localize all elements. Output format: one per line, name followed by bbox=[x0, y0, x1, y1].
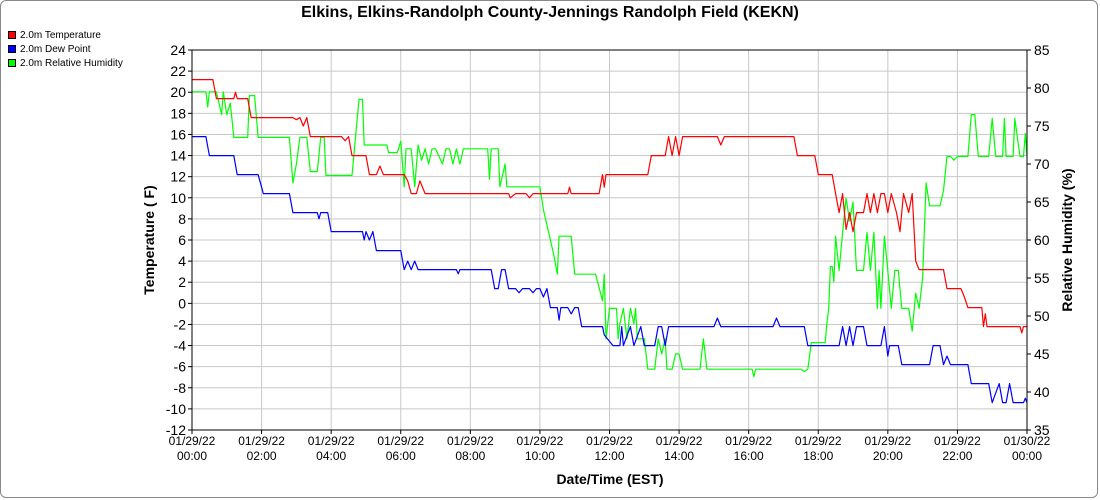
y-tick-label-left: 24 bbox=[170, 42, 186, 58]
y-tick-label-right: 50 bbox=[1034, 308, 1050, 324]
x-tick-label-time: 18:00 bbox=[803, 449, 833, 463]
x-tick-label-time: 12:00 bbox=[594, 449, 624, 463]
x-tick-label-date: 01/29/22 bbox=[795, 434, 842, 448]
x-tick-label-date: 01/30/22 bbox=[1004, 434, 1051, 448]
legend-item-humidity: 2.0m Relative Humidity bbox=[8, 56, 123, 70]
x-tick-label-time: 00:00 bbox=[1012, 449, 1042, 463]
y-tick-label-left: 6 bbox=[178, 232, 186, 248]
y-tick-label-right: 35 bbox=[1034, 422, 1050, 438]
humidity-line bbox=[192, 91, 1028, 378]
x-tick-label-date: 01/29/22 bbox=[864, 434, 911, 448]
y-tick-label-left: 16 bbox=[170, 126, 186, 142]
y-tick-label-right: 40 bbox=[1034, 384, 1050, 400]
y-tick-label-right: 80 bbox=[1034, 80, 1050, 96]
x-tick-label-date: 01/29/22 bbox=[725, 434, 772, 448]
y-tick-label-right: 55 bbox=[1034, 270, 1050, 286]
y-axis-label-right: Relative Humidity (%) bbox=[1059, 168, 1075, 311]
x-axis-label: Date/Time (EST) bbox=[556, 471, 663, 487]
x-tick-label-date: 01/29/22 bbox=[238, 434, 285, 448]
y-tick-label-right: 75 bbox=[1034, 118, 1050, 134]
y-tick-label-left: -6 bbox=[174, 359, 187, 375]
dew-point-line bbox=[192, 136, 1028, 404]
x-tick-label-date: 01/29/22 bbox=[517, 434, 564, 448]
x-tick-label-time: 20:00 bbox=[873, 449, 903, 463]
y-tick-label-right: 45 bbox=[1034, 346, 1050, 362]
series-layer bbox=[192, 78, 1028, 404]
y-tick-label-left: -10 bbox=[166, 401, 186, 417]
legend-label-temperature: 2.0m Temperature bbox=[20, 29, 101, 41]
y-tick-label-left: -2 bbox=[174, 316, 187, 332]
legend-swatch-temperature bbox=[8, 31, 16, 39]
x-tick-label-date: 01/29/22 bbox=[586, 434, 633, 448]
x-tick-label-date: 01/29/22 bbox=[169, 434, 216, 448]
y-tick-label-left: 2 bbox=[178, 274, 186, 290]
x-tick-label-time: 04:00 bbox=[316, 449, 346, 463]
legend-swatch-dew-point bbox=[8, 45, 16, 53]
y-tick-label-left: 14 bbox=[170, 148, 186, 164]
x-tick-label-date: 01/29/22 bbox=[447, 434, 494, 448]
x-tick-label-date: 01/29/22 bbox=[934, 434, 981, 448]
legend-label-humidity: 2.0m Relative Humidity bbox=[20, 57, 123, 69]
y-tick-label-left: 0 bbox=[178, 295, 186, 311]
x-tick-label-date: 01/29/22 bbox=[377, 434, 424, 448]
legend-label-dew-point: 2.0m Dew Point bbox=[20, 43, 91, 55]
x-tick-label-time: 00:00 bbox=[177, 449, 207, 463]
temperature-line bbox=[192, 78, 1027, 334]
x-tick-label-time: 22:00 bbox=[942, 449, 972, 463]
grid bbox=[191, 49, 1028, 431]
y-tick-label-left: -8 bbox=[174, 380, 187, 396]
x-tick-label-date: 01/29/22 bbox=[308, 434, 355, 448]
legend-item-temperature: 2.0m Temperature bbox=[8, 28, 123, 42]
y-tick-label-right: 65 bbox=[1034, 194, 1050, 210]
y-tick-label-left: 4 bbox=[178, 253, 186, 269]
y-tick-label-left: 22 bbox=[170, 63, 186, 79]
x-tick-label-time: 14:00 bbox=[664, 449, 694, 463]
x-tick-label-time: 08:00 bbox=[455, 449, 485, 463]
y-tick-label-left: 10 bbox=[170, 190, 186, 206]
y-tick-label-right: 70 bbox=[1034, 156, 1050, 172]
legend-item-dew-point: 2.0m Dew Point bbox=[8, 42, 123, 56]
legend-swatch-humidity bbox=[8, 59, 16, 67]
y-tick-label-right: 85 bbox=[1034, 42, 1050, 58]
y-tick-label-left: 8 bbox=[178, 211, 186, 227]
y-tick-label-left: 20 bbox=[170, 84, 186, 100]
y-tick-label-left: 18 bbox=[170, 105, 186, 121]
chart-title: Elkins, Elkins-Randolph County-Jennings … bbox=[301, 4, 799, 21]
x-tick-label-time: 10:00 bbox=[525, 449, 555, 463]
axes: 01/29/2200:0001/29/2202:0001/29/2204:000… bbox=[166, 42, 1051, 463]
y-tick-label-left: -4 bbox=[174, 338, 187, 354]
x-tick-label-date: 01/29/22 bbox=[656, 434, 703, 448]
y-tick-label-right: 60 bbox=[1034, 232, 1050, 248]
x-tick-label-time: 02:00 bbox=[247, 449, 277, 463]
legend: 2.0m Temperature 2.0m Dew Point 2.0m Rel… bbox=[8, 28, 123, 70]
x-tick-label-time: 16:00 bbox=[734, 449, 764, 463]
y-axis-label-left: Temperature ( F) bbox=[141, 185, 157, 294]
y-tick-label-left: -12 bbox=[166, 422, 186, 438]
x-tick-label-time: 06:00 bbox=[386, 449, 416, 463]
y-tick-label-left: 12 bbox=[170, 169, 186, 185]
